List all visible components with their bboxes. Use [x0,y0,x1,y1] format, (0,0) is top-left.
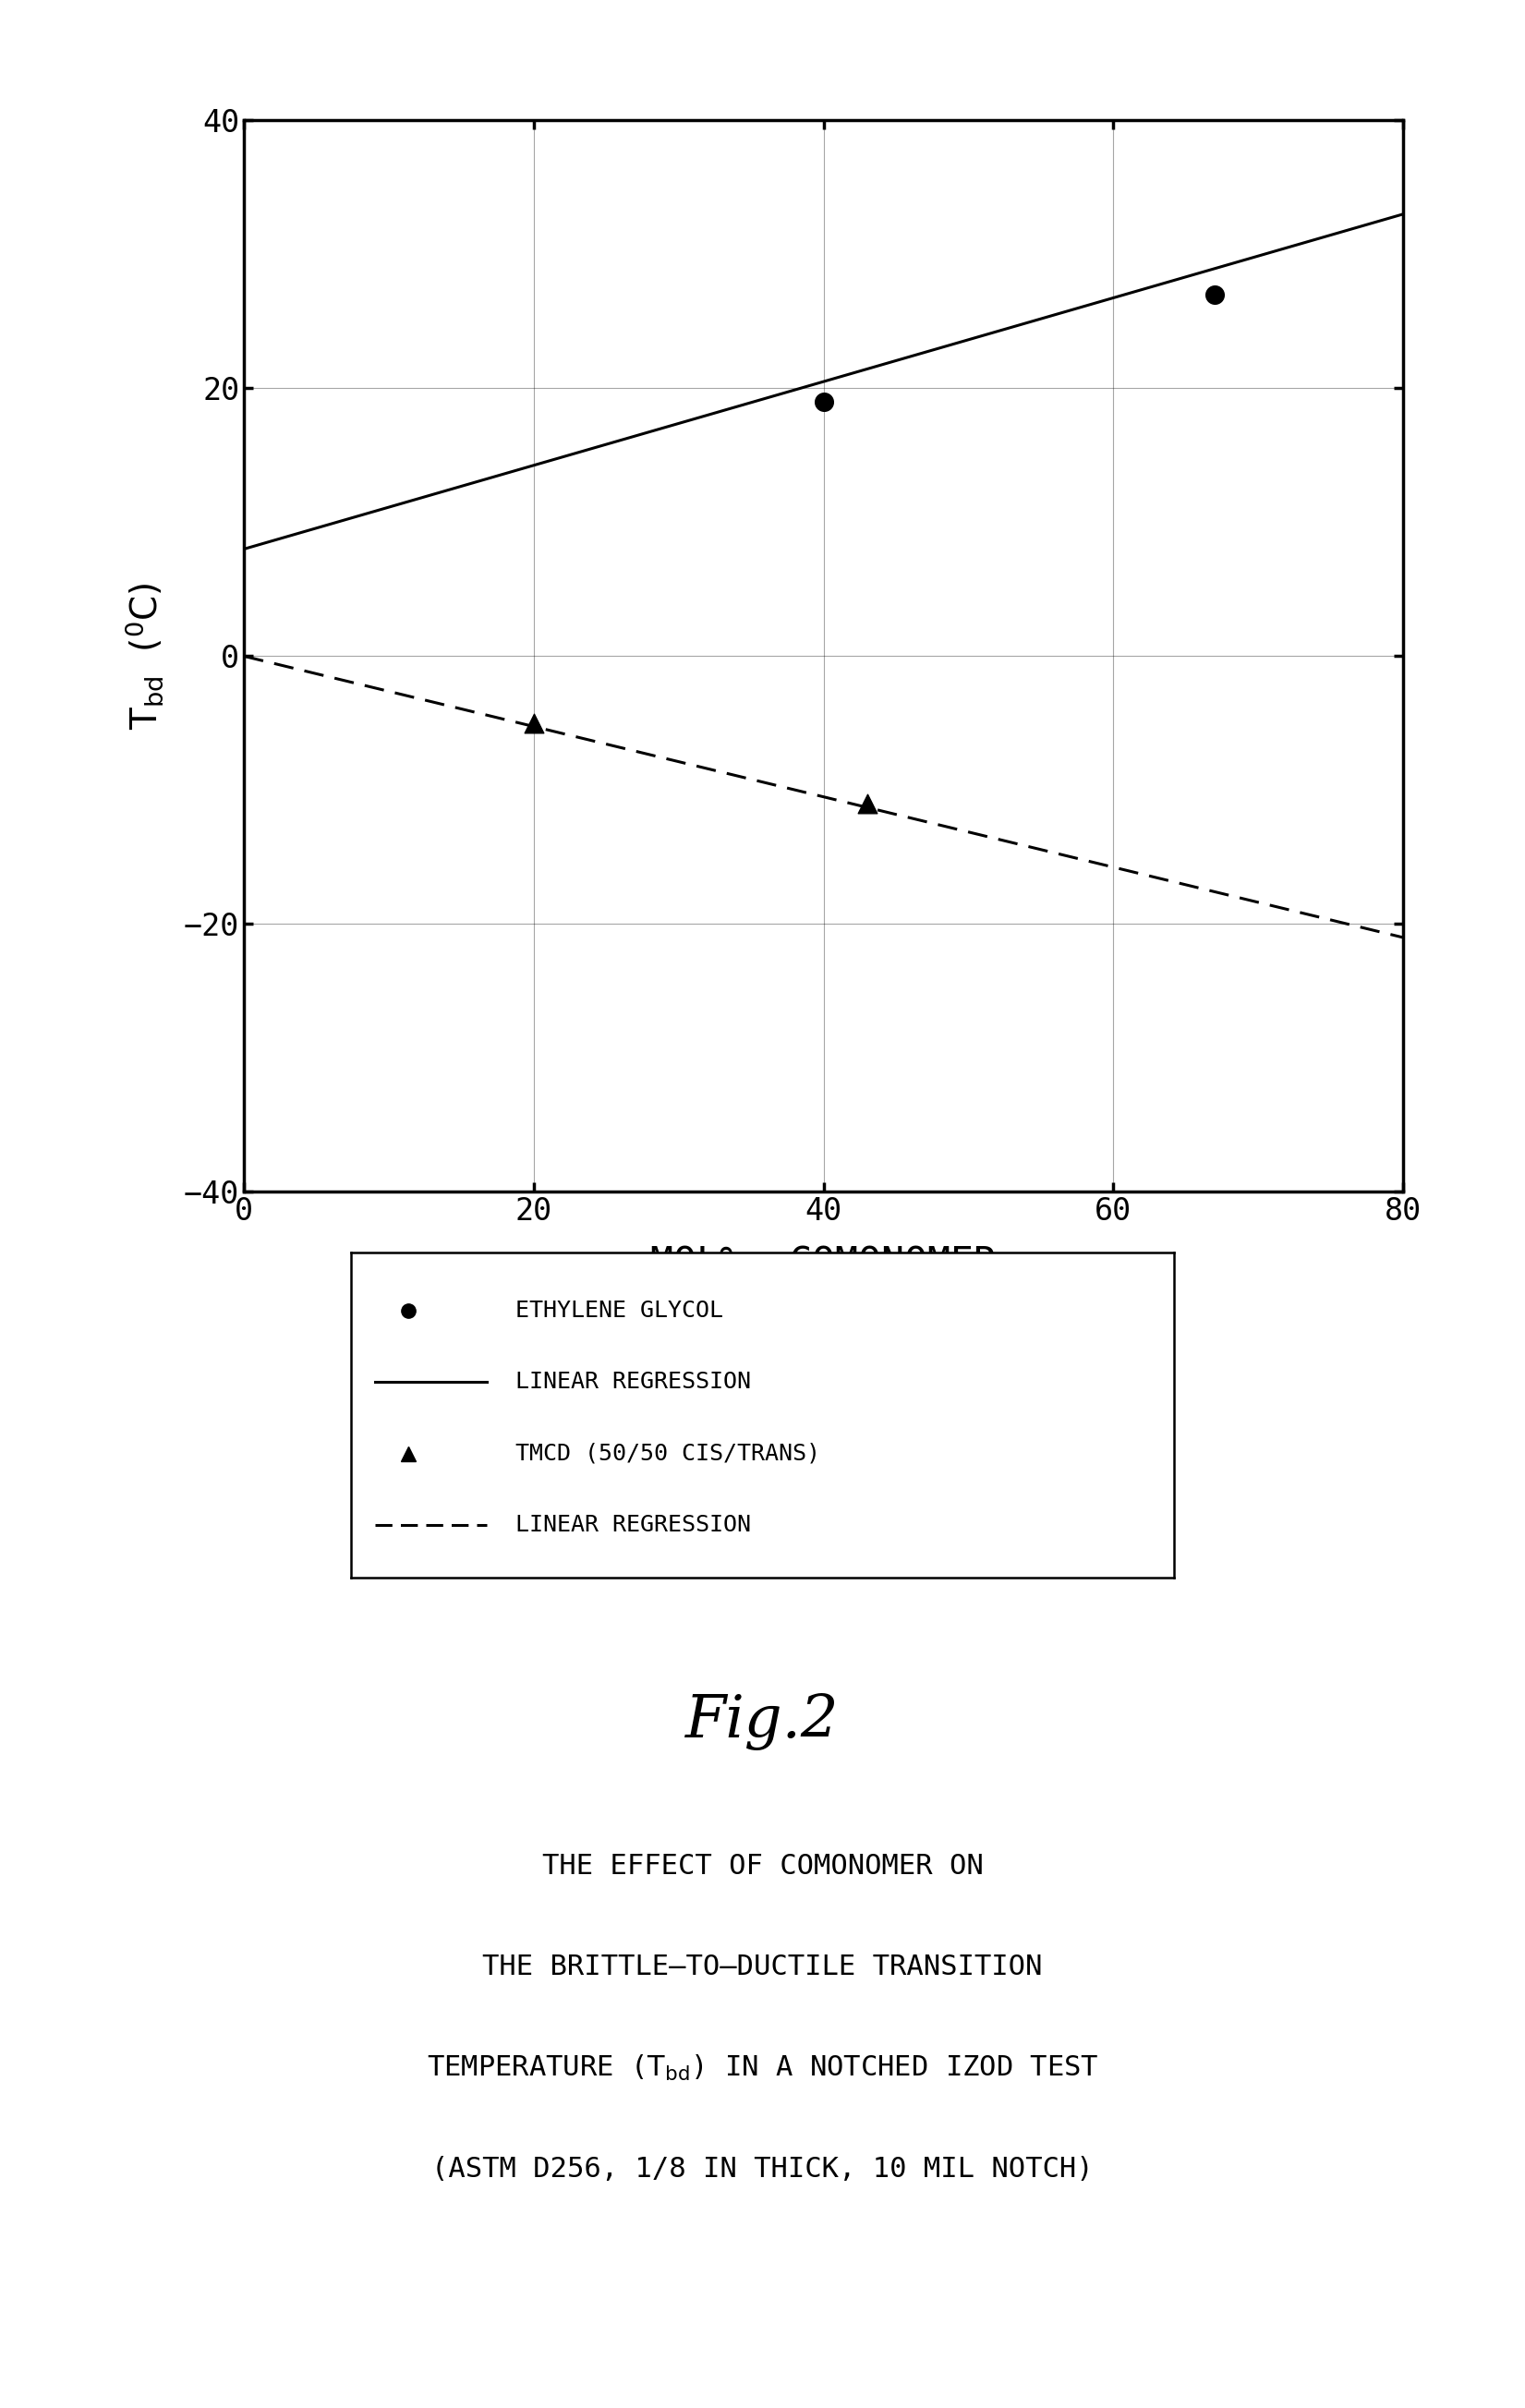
Text: TMCD (50/50 CIS/TRANS): TMCD (50/50 CIS/TRANS) [515,1442,820,1464]
Text: ETHYLENE GLYCOL: ETHYLENE GLYCOL [515,1300,723,1322]
Point [854,785,878,824]
Text: THE BRITTLE–TO–DUCTILE TRANSITION: THE BRITTLE–TO–DUCTILE TRANSITION [482,1953,1043,1982]
Text: LINEAR REGRESSION: LINEAR REGRESSION [515,1515,750,1536]
Point [522,703,546,742]
Point [1202,275,1226,313]
Y-axis label: $\mathrm{T_{bd}}$  ($\mathrm{^0C}$): $\mathrm{T_{bd}}$ ($\mathrm{^0C}$) [124,583,166,730]
Text: TEMPERATURE ($\mathrm{T_{bd}}$) IN A NOTCHED IZOD TEST: TEMPERATURE ($\mathrm{T_{bd}}$) IN A NOT… [427,2054,1098,2083]
X-axis label: MOL%  COMONOMER: MOL% COMONOMER [650,1245,997,1283]
Text: LINEAR REGRESSION: LINEAR REGRESSION [515,1370,750,1394]
Text: Fig.2: Fig.2 [686,1693,839,1751]
Point [811,383,836,421]
Text: THE EFFECT OF COMONOMER ON: THE EFFECT OF COMONOMER ON [541,1852,984,1881]
Text: (ASTM D256, 1/8 IN THICK, 10 MIL NOTCH): (ASTM D256, 1/8 IN THICK, 10 MIL NOTCH) [432,2155,1093,2184]
